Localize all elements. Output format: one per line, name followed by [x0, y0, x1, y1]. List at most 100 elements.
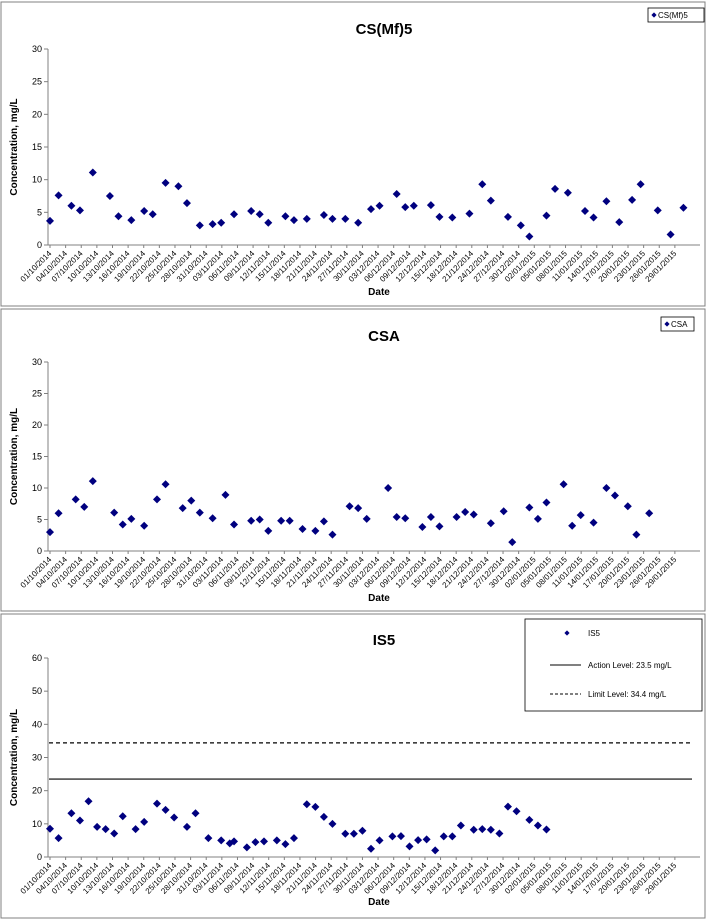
data-point [422, 835, 431, 844]
data-point [563, 188, 572, 197]
y-tick-label: 25 [32, 389, 42, 399]
y-tick-label: 10 [32, 175, 42, 185]
data-point [632, 530, 641, 539]
data-point [409, 201, 418, 210]
data-point [131, 825, 140, 834]
data-point [542, 498, 551, 507]
data-point [311, 526, 320, 535]
data-point [182, 822, 191, 831]
y-tick-label: 10 [32, 483, 42, 493]
data-point [448, 213, 457, 222]
data-point [465, 209, 474, 218]
legend-box [647, 7, 705, 23]
chart-frame [0, 308, 706, 612]
data-point [615, 218, 624, 227]
data-point [71, 495, 80, 504]
y-axis-label: Concentration, mg/L [9, 709, 20, 806]
data-point [170, 813, 179, 822]
data-point [127, 514, 136, 523]
data-point [80, 502, 89, 511]
data-point [426, 512, 435, 521]
data-point [54, 834, 63, 843]
data-point [439, 832, 448, 841]
data-point [182, 199, 191, 208]
data-point [503, 802, 512, 811]
legend-marker [664, 321, 670, 327]
data-point [195, 508, 204, 517]
data-point [486, 519, 495, 528]
data-point [559, 480, 568, 489]
series-cs-mf-5 [46, 168, 688, 241]
data-point [67, 201, 76, 210]
data-point [204, 834, 213, 843]
data-point [589, 518, 598, 527]
data-point [110, 508, 119, 517]
y-tick-label: 20 [32, 786, 42, 796]
data-point [118, 812, 127, 821]
data-point [478, 825, 487, 834]
data-point [105, 192, 114, 200]
data-point [153, 495, 161, 504]
data-point [191, 809, 200, 818]
data-point [341, 214, 350, 223]
data-point [576, 511, 585, 520]
legend-label: Limit Level: 34.4 mg/L [588, 690, 667, 699]
y-tick-label: 15 [32, 142, 42, 152]
data-point [375, 836, 384, 845]
y-tick-label: 40 [32, 719, 42, 729]
x-axis-label: Date [368, 287, 390, 298]
data-point [319, 812, 328, 821]
data-point [375, 201, 384, 210]
data-point [602, 484, 611, 492]
legend-marker [564, 630, 570, 636]
legend-box [660, 316, 695, 332]
y-tick-label: 30 [32, 753, 42, 763]
x-axis-label: Date [368, 897, 390, 908]
y-tick-label: 10 [32, 819, 42, 829]
data-point [251, 838, 260, 847]
y-tick-label: 25 [32, 77, 42, 87]
data-point [208, 514, 217, 523]
data-point [542, 825, 551, 834]
y-axis-label: Concentration, mg/L [9, 408, 20, 505]
data-point [435, 212, 444, 221]
data-point [499, 507, 508, 516]
data-point [264, 218, 273, 227]
chart-title: IS5 [373, 632, 396, 649]
data-point [448, 832, 457, 841]
data-point [161, 805, 170, 814]
data-point [354, 218, 363, 227]
series-csa [46, 477, 654, 547]
data-point [328, 530, 337, 539]
data-point [542, 211, 551, 220]
data-point [302, 800, 311, 809]
data-point [148, 210, 157, 219]
data-point [319, 210, 328, 219]
data-point [525, 232, 534, 241]
data-point [349, 829, 358, 838]
series-is5 [46, 797, 551, 855]
data-point [114, 212, 123, 221]
data-point [512, 807, 521, 816]
chart-title: CSA [368, 328, 400, 345]
data-point [362, 514, 371, 523]
data-point [358, 826, 367, 835]
data-point [328, 819, 337, 828]
data-point [469, 825, 478, 834]
data-point [88, 168, 97, 177]
data-point [140, 521, 149, 530]
legend-label: IS5 [588, 629, 601, 638]
data-point [178, 504, 187, 513]
data-point [456, 821, 465, 830]
data-point [401, 514, 410, 523]
y-tick-label: 0 [37, 852, 42, 862]
data-point [230, 210, 239, 219]
data-point [388, 832, 397, 841]
data-point [328, 214, 337, 223]
data-point [242, 843, 251, 852]
legend-marker [651, 12, 657, 18]
data-point [255, 515, 264, 524]
data-point [277, 516, 286, 525]
